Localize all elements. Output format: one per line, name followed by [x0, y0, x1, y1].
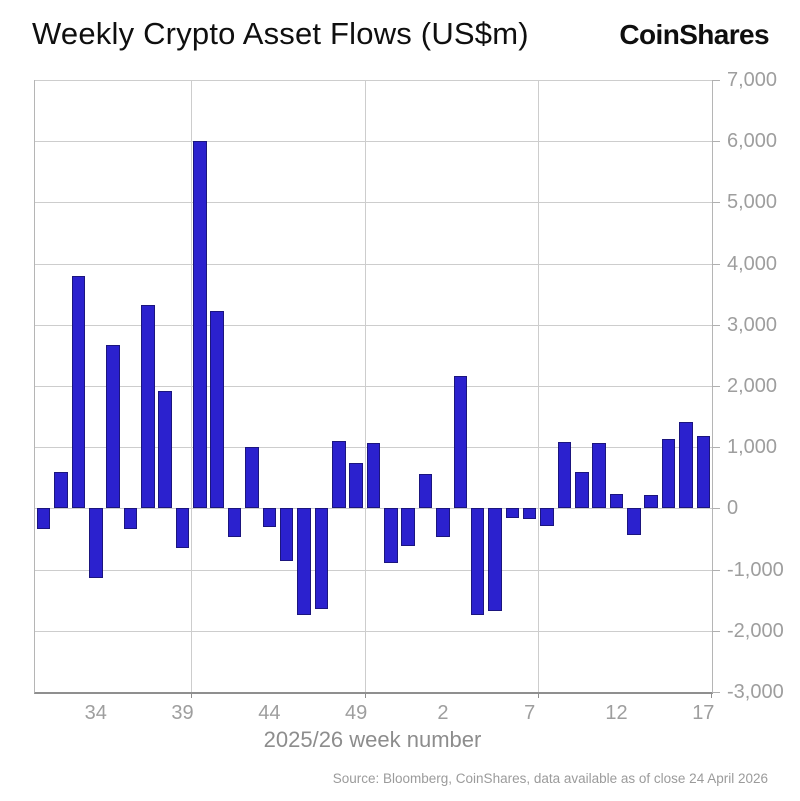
bar-week-13	[627, 508, 641, 535]
bar-week-46	[297, 508, 311, 615]
y-tick	[712, 386, 720, 387]
bar-week-1	[418, 474, 433, 509]
y-tick-label: 4,000	[727, 252, 778, 275]
y-gridline	[35, 508, 712, 510]
x-tick-label: 44	[258, 702, 281, 724]
bar-week-10	[575, 471, 589, 509]
y-tick	[712, 263, 720, 265]
bar-week-31	[36, 508, 51, 529]
x-tick-label: 39	[171, 702, 194, 724]
y-gridline	[35, 263, 712, 265]
bar-week-35	[106, 344, 120, 509]
y-tick-label: -1,000	[727, 558, 784, 581]
bar-week-39	[175, 508, 190, 549]
bar-week-40	[193, 141, 207, 509]
bar-week-38	[158, 390, 172, 509]
x-tick-label: 17	[692, 702, 715, 724]
y-gridline	[35, 80, 712, 81]
x-tick-label: 2	[437, 702, 449, 724]
bar-week-34	[88, 508, 103, 579]
y-tick	[712, 569, 720, 571]
y-tick-label: -2,000	[727, 619, 784, 642]
bar-week-17	[696, 435, 711, 509]
bar-week-33	[71, 276, 86, 509]
bar-week-37	[141, 304, 155, 509]
plot-area: 7,000 6,000 5,000 4,000 3,000 2,000 1,000 0 -1,0…	[34, 69, 784, 724]
v-gridline	[364, 80, 366, 692]
bar-week-4	[470, 508, 485, 615]
x-tick	[711, 692, 712, 698]
y-gridline	[35, 386, 712, 387]
y-tick-label: 7,000	[727, 69, 778, 91]
y-tick	[712, 630, 720, 632]
y-tick	[712, 80, 720, 81]
bar-week-36	[123, 508, 138, 529]
bar-week-45	[279, 508, 294, 562]
bar-week-2	[436, 508, 450, 537]
source-note: Source: Bloomberg, CoinShares, data avai…	[332, 771, 768, 786]
y-gridline	[35, 630, 712, 632]
x-tick	[191, 692, 193, 698]
y-tick	[712, 692, 720, 693]
v-gridline	[538, 80, 540, 692]
y-tick	[712, 508, 720, 510]
bar-week-15	[661, 439, 676, 509]
bar-week-11	[592, 442, 606, 509]
y-tick-label: 3,000	[727, 313, 778, 336]
bar-week-6	[505, 508, 520, 519]
y-gridline	[35, 324, 712, 326]
header: Weekly Crypto Asset Flows (US$m) CoinSha…	[32, 16, 770, 52]
y-gridline	[35, 141, 712, 143]
bar-week-5	[488, 508, 502, 611]
y-tick-label: 2,000	[727, 375, 778, 397]
x-tick-label: 12	[605, 702, 628, 724]
x-tick	[538, 692, 540, 698]
bar-week-12	[609, 494, 624, 509]
x-tick-label: 34	[84, 702, 107, 724]
bar-week-16	[679, 422, 693, 509]
v-gridline	[191, 80, 193, 692]
y-tick	[712, 141, 720, 143]
y-tick-label: 1,000	[727, 436, 778, 459]
bar-week-50	[366, 442, 381, 509]
y-tick	[712, 447, 720, 449]
bar-week-51	[384, 508, 398, 564]
bar-week-47	[314, 508, 329, 610]
y-gridline	[35, 202, 712, 204]
coinshares-logo: CoinShares	[619, 19, 769, 50]
x-axis-title: 2025/26 week number	[263, 727, 482, 752]
y-tick-label: 0	[727, 497, 739, 520]
bar-week-32	[54, 471, 68, 509]
bar-week-9	[557, 442, 572, 509]
x-tick-label: 7	[524, 702, 536, 724]
y-tick	[712, 202, 720, 204]
y-tick-label: 5,000	[727, 191, 778, 214]
bar-week-3	[453, 376, 468, 509]
bar-week-49	[349, 462, 363, 509]
x-tick	[364, 692, 366, 698]
y-tick-label: 6,000	[727, 130, 778, 153]
x-tick-label: 49	[345, 702, 368, 724]
bar-week-8	[540, 508, 554, 527]
y-tick-label: -3,000	[727, 681, 784, 703]
y-tick	[712, 324, 720, 326]
bar-week-42	[227, 508, 242, 537]
y-gridline	[35, 569, 712, 571]
bar-week-48	[332, 441, 346, 509]
bar-week-14	[644, 494, 658, 509]
bar-week-41	[210, 310, 225, 509]
bar-week-44	[262, 508, 277, 527]
bar-week-52	[401, 508, 415, 547]
chart-title: Weekly Crypto Asset Flows (US$m)	[32, 16, 529, 51]
bar-week-7	[522, 508, 537, 520]
bar-week-43	[245, 446, 259, 509]
